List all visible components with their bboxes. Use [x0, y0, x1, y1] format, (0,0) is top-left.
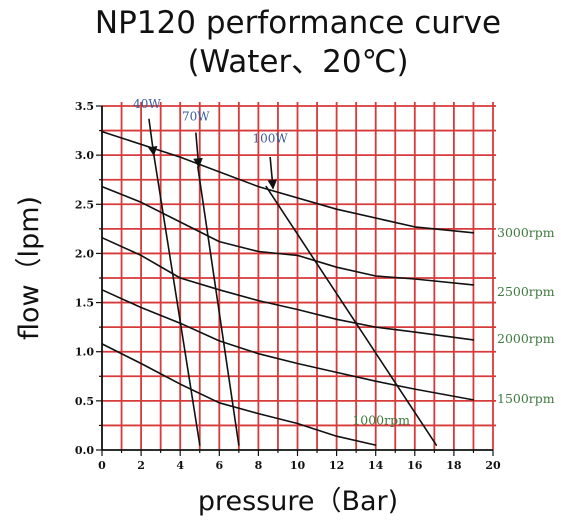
x-tick-label: 16	[407, 459, 423, 472]
x-tick-label: 0	[98, 459, 106, 472]
axes: 0 2 4 6 8 10 12 14 16 18 20 0.0 0.5 1.0 1.5 2.0 2.5 3.0 3.…	[75, 100, 501, 472]
label-3000rpm: 3000rpm	[497, 225, 555, 240]
y-tick-label: 1.5	[75, 297, 94, 310]
y-tick-label: 1.0	[75, 346, 94, 359]
series-labels: 3000rpm 2500rpm 2000rpm 1500rpm 1000rpm 40W 70…	[133, 97, 555, 428]
series-layer	[101, 118, 475, 446]
x-tick-label: 14	[368, 459, 384, 472]
series-line-1000rpm	[101, 343, 377, 446]
label-1000rpm: 1000rpm	[352, 413, 410, 428]
x-tick-label: 10	[290, 459, 306, 472]
x-axis-title: pressure（Bar)	[198, 486, 398, 517]
y-axis-title: flow（lpm)	[14, 196, 45, 340]
label-100w: 100W	[253, 131, 289, 145]
y-tick-label: 3.0	[75, 149, 94, 162]
series-line-70w	[197, 166, 240, 446]
chart-title: NP120 performance curve	[95, 5, 501, 41]
series-line-40w	[152, 147, 201, 446]
x-tick-label: 8	[255, 459, 263, 472]
label-1500rpm: 1500rpm	[497, 391, 555, 406]
label-2000rpm: 2000rpm	[497, 331, 555, 346]
y-tick-label: 0.5	[75, 395, 94, 408]
arrow-40w	[147, 118, 158, 157]
y-tick-label: 2.5	[75, 198, 94, 211]
y-tick-label: 2.0	[75, 247, 94, 260]
label-40w: 40W	[133, 97, 161, 111]
x-tick-label: 18	[446, 459, 462, 472]
x-tick-label: 4	[176, 459, 184, 472]
x-tick-label: 2	[137, 459, 145, 472]
chart-subtitle: (Water、20℃)	[187, 44, 408, 80]
arrow-100w	[267, 157, 278, 190]
series-line-2500rpm	[101, 185, 475, 286]
label-2500rpm: 2500rpm	[497, 284, 555, 299]
grid	[102, 102, 496, 450]
arrow-70w	[193, 132, 203, 168]
series-line-2000rpm	[101, 236, 475, 341]
x-tick-label: 12	[329, 459, 344, 472]
series-line-100w	[265, 185, 438, 446]
label-70w: 70W	[182, 110, 210, 124]
y-tick-label: 0.0	[75, 444, 94, 457]
series-line-3000rpm	[101, 130, 475, 234]
y-tick-label: 3.5	[75, 100, 94, 113]
x-tick-label: 6	[215, 459, 223, 472]
x-tick-label: 20	[485, 459, 501, 472]
series-line-1500rpm	[101, 288, 475, 401]
